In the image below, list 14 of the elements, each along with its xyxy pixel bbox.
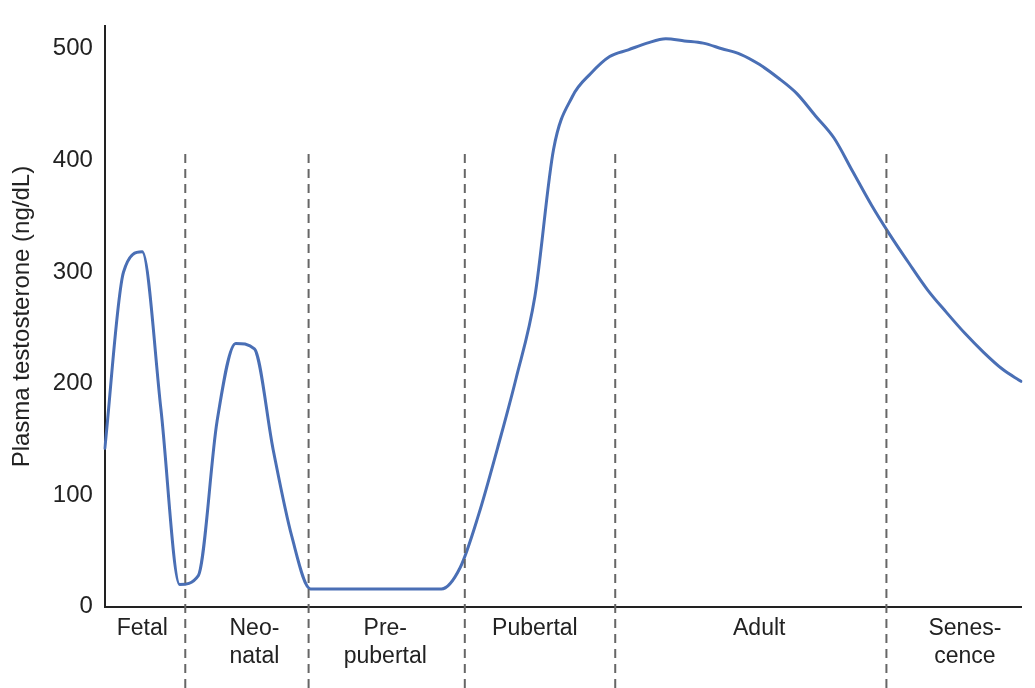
line-series — [103, 37, 1023, 591]
y-tick-label: 400 — [52, 144, 93, 172]
y-tick-label: 100 — [52, 479, 93, 507]
x-tick-label: Neo- natal — [229, 613, 280, 668]
y-tick-label: 200 — [52, 368, 93, 396]
x-tick-label: Senes- cence — [928, 613, 1002, 668]
y-tick-label: 500 — [52, 33, 93, 61]
x-tick-label: Pre- pubertal — [343, 613, 427, 668]
y-axis-title: Plasma testosterone (ng/dL) — [7, 165, 35, 468]
x-tick-label: Fetal — [116, 613, 168, 640]
y-tick-label: 0 — [79, 591, 93, 619]
x-tick-label: Adult — [733, 613, 787, 640]
y-tick-label: 300 — [52, 256, 93, 284]
x-tick-label: Pubertal — [492, 613, 578, 640]
